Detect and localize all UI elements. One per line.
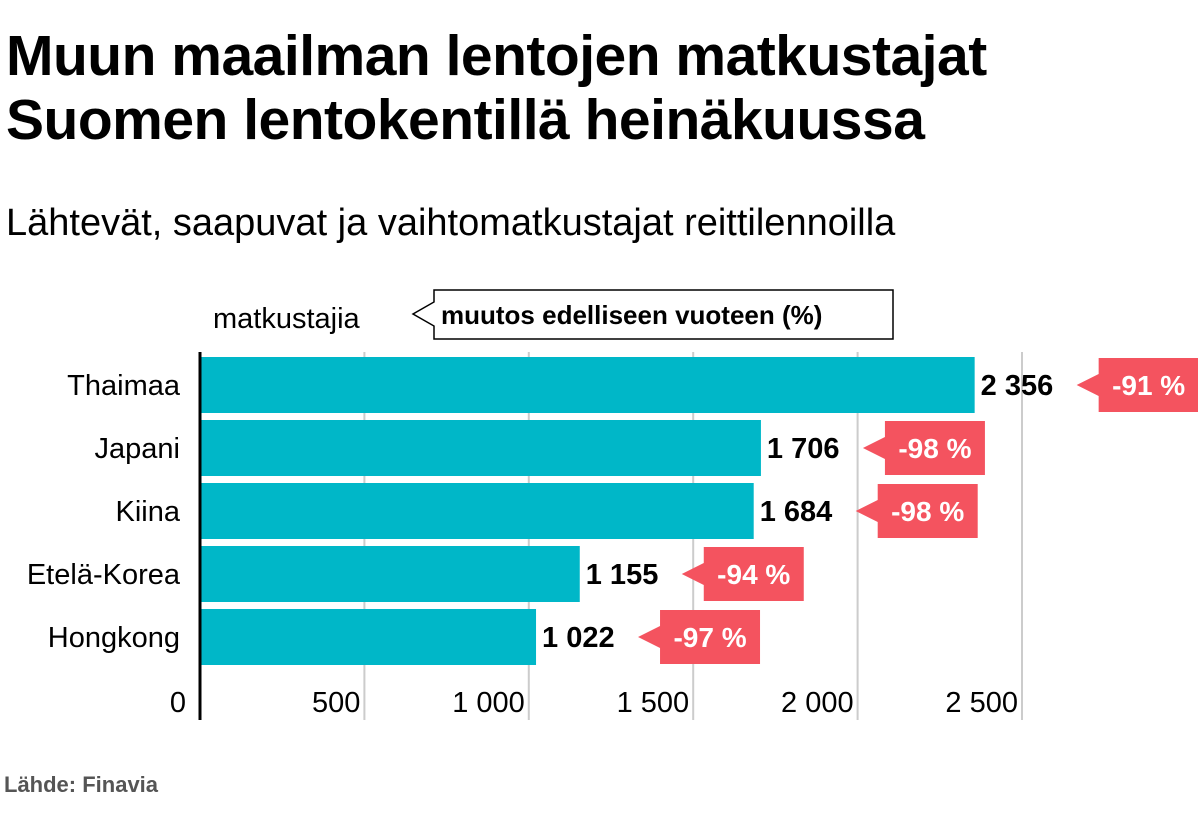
change-legend-label: muutos edelliseen vuoteen (%) <box>441 300 822 330</box>
change-badge <box>1076 358 1198 412</box>
change-label: -98 % <box>898 433 971 464</box>
change-label: -98 % <box>891 496 964 527</box>
labels: 0 500 1 000 1 500 2 000 2 500 matkustajia muuto… <box>27 289 1185 720</box>
chart-title: Muun maailman lentojen matkustajat Suome… <box>6 24 1196 152</box>
x-tick-label: 500 <box>312 687 360 719</box>
category-label: Thaimaa <box>67 370 181 402</box>
change-legend-box <box>411 289 894 340</box>
x-tick-label: 2 500 <box>945 687 1018 719</box>
category-label: Japani <box>95 433 180 465</box>
x-tick-label: 2 000 <box>781 687 854 719</box>
value-label: 1 684 <box>760 496 833 528</box>
value-label: 1 155 <box>586 559 659 591</box>
chart-title-line1: Muun maailman lentojen matkustajat <box>6 24 987 88</box>
chart-subtitle: Lähtevät, saapuvat ja vaihtomatkustajat … <box>6 202 896 244</box>
bar <box>200 357 975 413</box>
bar-chart: 0 500 1 000 1 500 2 000 2 500 matkustajia muuto… <box>27 289 1198 720</box>
category-label: Kiina <box>116 496 181 528</box>
value-label: 1 022 <box>542 622 615 654</box>
change-badge <box>681 547 804 601</box>
bar <box>200 483 754 539</box>
value-label: 2 356 <box>981 370 1054 402</box>
value-axis-label: matkustajia <box>213 303 361 335</box>
source-note: Lähde: Finavia <box>4 772 159 797</box>
change-legend-callout: muutos edelliseen vuoteen (%) <box>411 289 894 340</box>
bars <box>200 357 1198 665</box>
value-label: 1 706 <box>767 433 840 465</box>
x-tick-label: 1 000 <box>452 687 525 719</box>
change-label: -94 % <box>717 559 790 590</box>
category-label: Etelä-Korea <box>27 559 181 591</box>
change-badge <box>638 610 761 664</box>
change-badge <box>862 421 985 475</box>
x-tick-label: 0 <box>170 687 186 719</box>
change-badge <box>855 484 978 538</box>
change-label: -97 % <box>673 622 746 653</box>
change-label: -91 % <box>1112 370 1185 401</box>
category-label: Hongkong <box>48 622 180 654</box>
chart-title-line2: Suomen lentokentillä heinäkuussa <box>6 88 925 152</box>
bar <box>200 420 761 476</box>
bar <box>200 609 537 665</box>
bar <box>200 546 580 602</box>
x-tick-label: 1 500 <box>617 687 690 719</box>
